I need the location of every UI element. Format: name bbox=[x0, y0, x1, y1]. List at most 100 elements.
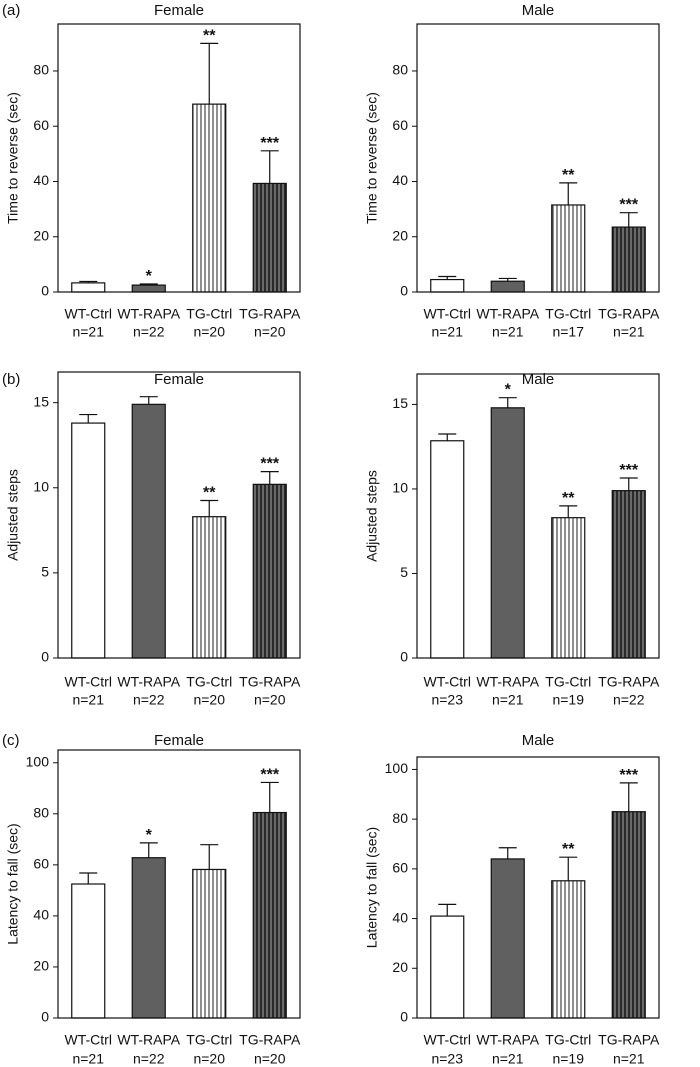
charts-root: (a) Female Time to reverse (sec) 0 20 40 60 80 W… bbox=[2, 2, 660, 1067]
y-tick-label: 20 bbox=[392, 959, 408, 975]
chart-3: (b) Female Adjusted steps 0 5 10 15 WT-Ctrl n=21… bbox=[2, 371, 301, 708]
y-tick-label: 60 bbox=[392, 860, 408, 876]
significance-label: *** bbox=[260, 135, 279, 152]
y-tick-label: 0 bbox=[41, 649, 49, 665]
n-label: n=20 bbox=[193, 1051, 225, 1067]
n-label: n=20 bbox=[193, 324, 225, 340]
n-label: n=21 bbox=[613, 1051, 645, 1067]
category-label: TG-RAPA bbox=[239, 306, 301, 322]
category-label: TG-Ctrl bbox=[186, 674, 232, 690]
chart-title: Male bbox=[522, 732, 555, 749]
y-tick-label: 40 bbox=[33, 172, 49, 188]
n-label: n=19 bbox=[552, 692, 584, 708]
category-label: WT-RAPA bbox=[117, 306, 180, 322]
chart-title: Female bbox=[154, 732, 204, 749]
chart-5: (c) Female Latency to fall (sec) 0 20 40 60 80 1… bbox=[2, 732, 301, 1067]
y-tick-label: 40 bbox=[392, 909, 408, 925]
category-label: TG-Ctrl bbox=[545, 306, 591, 322]
category-label: WT-Ctrl bbox=[424, 1032, 471, 1048]
category-label: WT-Ctrl bbox=[65, 306, 112, 322]
y-tick-label: 0 bbox=[400, 283, 408, 299]
significance-label: ** bbox=[562, 490, 575, 507]
category-label: TG-RAPA bbox=[598, 306, 660, 322]
y-tick-label: 10 bbox=[33, 478, 49, 494]
y-tick-label: 40 bbox=[33, 907, 49, 923]
category-label: WT-Ctrl bbox=[65, 1032, 112, 1048]
y-tick-label: 80 bbox=[33, 805, 49, 821]
y-tick-label: 80 bbox=[392, 810, 408, 826]
category-label: TG-RAPA bbox=[239, 1032, 301, 1048]
category-label: TG-RAPA bbox=[598, 674, 660, 690]
category-label: WT-RAPA bbox=[476, 306, 539, 322]
y-tick-label: 15 bbox=[33, 393, 49, 409]
chart-title: Male bbox=[522, 371, 555, 388]
bar-tg-ctrl bbox=[192, 103, 227, 293]
bar-tg-rapa bbox=[252, 182, 287, 293]
bar-tg-rapa bbox=[611, 226, 646, 293]
y-tick-label: 5 bbox=[41, 564, 49, 580]
bar-wt-rapa bbox=[131, 403, 166, 659]
bar-tg-rapa bbox=[611, 811, 646, 1019]
bar-tg-ctrl bbox=[192, 516, 227, 659]
bar-wt-ctrl bbox=[71, 422, 106, 659]
n-label: n=21 bbox=[72, 324, 104, 340]
bar-wt-rapa bbox=[490, 407, 525, 659]
n-label: n=23 bbox=[431, 1051, 463, 1067]
n-label: n=22 bbox=[613, 692, 645, 708]
n-label: n=21 bbox=[613, 324, 645, 340]
y-tick-label: 60 bbox=[392, 117, 408, 133]
bar-tg-ctrl bbox=[192, 868, 227, 1019]
y-axis-label: Adjusted steps bbox=[5, 469, 21, 561]
category-label: WT-Ctrl bbox=[424, 674, 471, 690]
y-axis-label: Adjusted steps bbox=[364, 470, 380, 562]
y-tick-label: 100 bbox=[26, 753, 50, 769]
bar-tg-rapa bbox=[611, 490, 646, 659]
n-label: n=21 bbox=[492, 324, 524, 340]
plot-frame bbox=[57, 23, 301, 293]
n-label: n=19 bbox=[552, 1051, 584, 1067]
significance-label: *** bbox=[619, 767, 638, 784]
bar-tg-ctrl bbox=[551, 880, 586, 1019]
significance-label: ** bbox=[203, 485, 216, 502]
n-label: n=21 bbox=[72, 692, 104, 708]
y-tick-label: 10 bbox=[392, 480, 408, 496]
n-label: n=21 bbox=[492, 692, 524, 708]
y-axis-label: Time to reverse (sec) bbox=[5, 92, 21, 224]
chart-title: Male bbox=[522, 2, 555, 19]
category-label: WT-Ctrl bbox=[65, 674, 112, 690]
category-label: TG-Ctrl bbox=[186, 1032, 232, 1048]
n-label: n=22 bbox=[133, 692, 165, 708]
y-tick-label: 100 bbox=[385, 760, 409, 776]
y-tick-label: 5 bbox=[400, 564, 408, 580]
category-label: TG-RAPA bbox=[239, 674, 301, 690]
n-label: n=21 bbox=[72, 1051, 104, 1067]
category-label: TG-Ctrl bbox=[545, 674, 591, 690]
plot-frame bbox=[57, 371, 301, 659]
category-label: TG-RAPA bbox=[598, 1032, 660, 1048]
n-label: n=20 bbox=[193, 692, 225, 708]
chart-title: Female bbox=[154, 2, 204, 19]
significance-label: *** bbox=[619, 462, 638, 479]
significance-label: *** bbox=[619, 197, 638, 214]
y-tick-label: 0 bbox=[41, 1009, 49, 1025]
significance-label: * bbox=[146, 268, 153, 285]
category-label: TG-Ctrl bbox=[545, 1032, 591, 1048]
bar-tg-rapa bbox=[252, 811, 287, 1019]
chart-6: Male Latency to fall (sec) 0 20 40 60 80 100 WT-… bbox=[364, 732, 660, 1067]
y-axis-label: Time to reverse (sec) bbox=[364, 92, 380, 224]
bar-wt-ctrl bbox=[71, 883, 106, 1019]
significance-label: ** bbox=[562, 841, 575, 858]
n-label: n=20 bbox=[254, 692, 286, 708]
plot-frame bbox=[57, 749, 301, 1019]
y-tick-label: 15 bbox=[392, 395, 408, 411]
plot-frame bbox=[416, 756, 660, 1019]
bar-wt-rapa bbox=[490, 858, 525, 1019]
bar-wt-rapa bbox=[490, 280, 525, 293]
chart-1: (a) Female Time to reverse (sec) 0 20 40 60 80 W… bbox=[2, 2, 301, 340]
category-label: WT-RAPA bbox=[476, 1032, 539, 1048]
n-label: n=21 bbox=[492, 1051, 524, 1067]
y-tick-label: 0 bbox=[400, 1009, 408, 1025]
n-label: n=22 bbox=[133, 1051, 165, 1067]
significance-label: * bbox=[146, 827, 153, 844]
